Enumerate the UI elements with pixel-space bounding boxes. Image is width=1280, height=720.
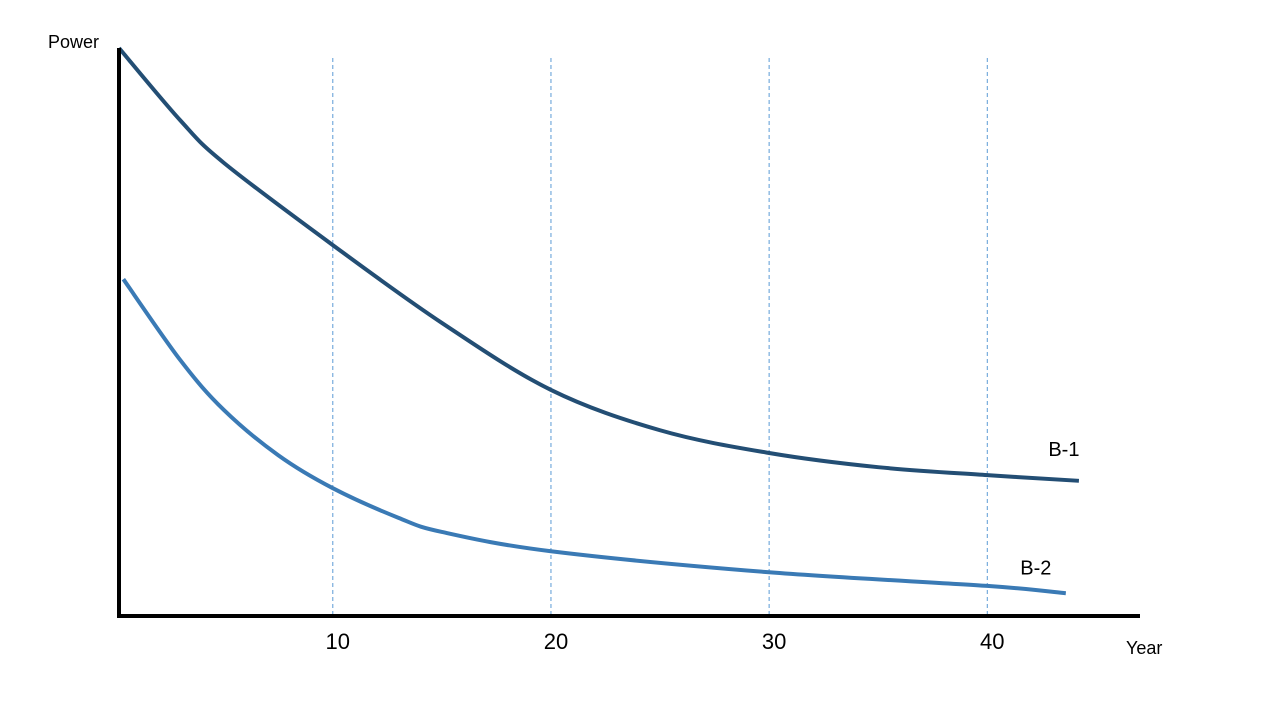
line xyxy=(117,46,1080,483)
x-tick-label: 30 xyxy=(762,629,786,654)
x-axis-label: Year xyxy=(1126,638,1162,658)
series-label: B-2 xyxy=(1020,558,1051,580)
series-label: B-1 xyxy=(1048,439,1079,461)
x-tick-label: 10 xyxy=(326,629,350,654)
x-tick-label: 20 xyxy=(544,629,568,654)
line xyxy=(121,278,1067,596)
y-axis-label: Power xyxy=(48,32,99,52)
x-tick-label: 40 xyxy=(980,629,1004,654)
